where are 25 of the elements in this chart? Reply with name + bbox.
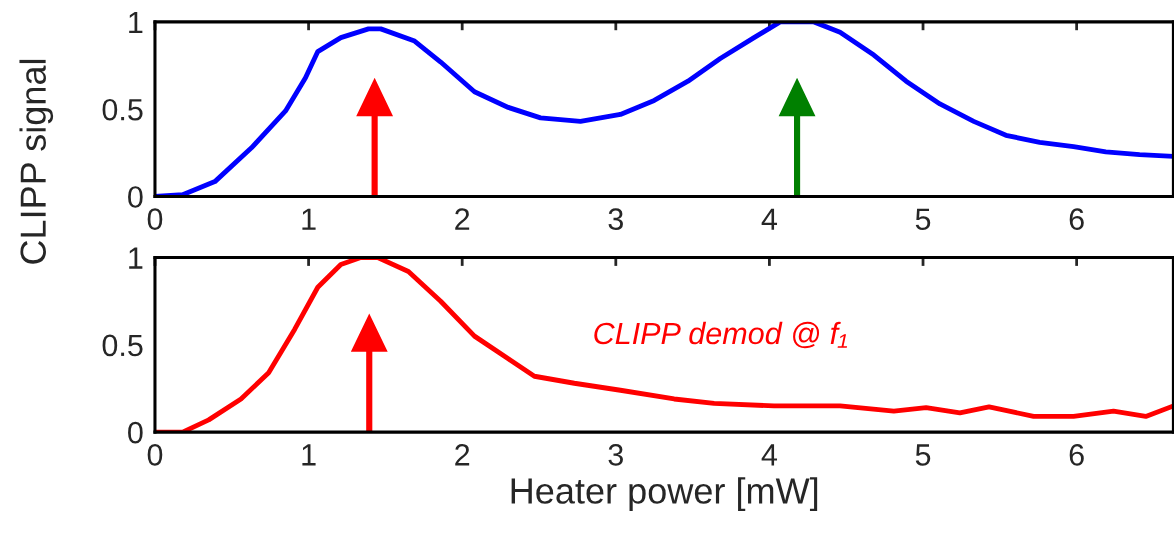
y-tick-label: 0	[128, 421, 143, 444]
y-tick-label: 0	[128, 186, 143, 208]
x-tick-label: 2	[455, 208, 470, 230]
series-label: CLIPP demod @ f₁	[594, 321, 848, 349]
x-tick-label: 0	[147, 444, 163, 466]
line-series	[154, 21, 1174, 197]
x-tick-label: 4	[761, 444, 778, 466]
x-tick-label: 4	[761, 208, 778, 230]
x-tick-label: 6	[1069, 444, 1084, 466]
x-tick-label: 3	[608, 444, 623, 466]
x-tick-label: 6	[1069, 208, 1084, 231]
y-tick-label: 0.5	[102, 98, 143, 121]
x-axis-title: Heater power [mW]	[511, 477, 818, 511]
y-tick-label: 1	[129, 11, 143, 33]
x-tick-label: 3	[608, 208, 623, 231]
y-tick-label: 0.5	[102, 334, 143, 357]
line-series	[154, 257, 1174, 433]
y-tick-label: 1	[129, 247, 143, 269]
x-tick-label: 5	[915, 444, 931, 466]
x-tick-label: 2	[455, 444, 470, 466]
x-tick-label: 5	[915, 208, 931, 231]
y-axis-title: CLIPP signal	[19, 59, 54, 264]
x-tick-label: 0	[147, 208, 163, 231]
x-tick-label: 1	[302, 444, 316, 466]
x-tick-label: 1	[302, 208, 316, 230]
